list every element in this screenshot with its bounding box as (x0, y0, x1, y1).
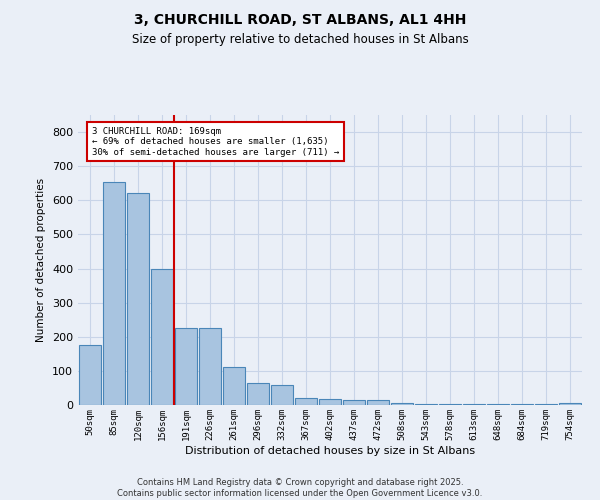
Y-axis label: Number of detached properties: Number of detached properties (37, 178, 46, 342)
Bar (415, 404, 437, 405)
Bar (247, 383, 269, 405)
Bar (559, 404, 581, 405)
Bar (319, 399, 341, 405)
Bar (223, 368, 245, 405)
Text: 3 CHURCHILL ROAD: 169sqm
← 69% of detached houses are smaller (1,635)
30% of sem: 3 CHURCHILL ROAD: 169sqm ← 69% of detach… (92, 127, 339, 156)
Text: 3, CHURCHILL ROAD, ST ALBANS, AL1 4HH: 3, CHURCHILL ROAD, ST ALBANS, AL1 4HH (134, 12, 466, 26)
Bar (391, 402, 413, 405)
Bar (127, 194, 149, 405)
Bar (487, 404, 509, 405)
Bar (463, 404, 485, 405)
Bar (295, 398, 317, 405)
X-axis label: Distribution of detached houses by size in St Albans: Distribution of detached houses by size … (185, 446, 475, 456)
Bar (103, 182, 125, 405)
Bar (511, 404, 533, 405)
Bar (535, 404, 557, 405)
Bar (79, 346, 101, 405)
Text: Size of property relative to detached houses in St Albans: Size of property relative to detached ho… (131, 32, 469, 46)
Bar (151, 268, 173, 405)
Bar (199, 328, 221, 405)
Bar (175, 328, 197, 405)
Bar (439, 404, 461, 405)
Bar (367, 400, 389, 405)
Text: Contains HM Land Registry data © Crown copyright and database right 2025.
Contai: Contains HM Land Registry data © Crown c… (118, 478, 482, 498)
Bar (271, 384, 293, 405)
Bar (343, 400, 365, 405)
